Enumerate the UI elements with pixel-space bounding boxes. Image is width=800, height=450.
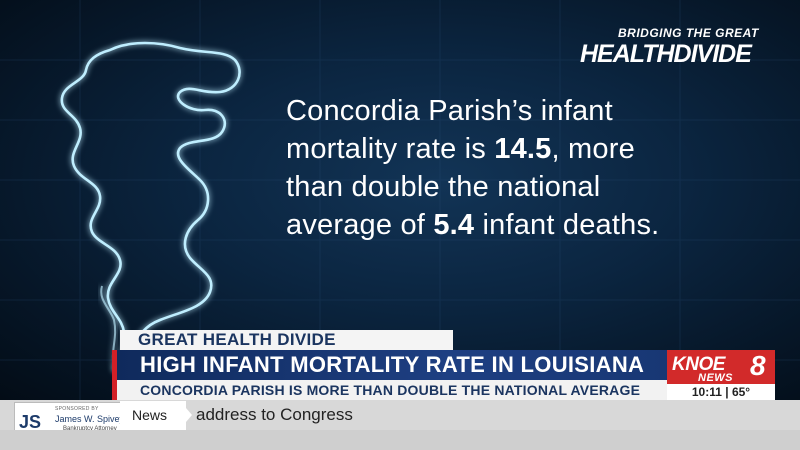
station-logo: KNOE 8 NEWS: [672, 350, 766, 384]
statement-text: average of: [286, 209, 434, 241]
statement-line-3: than double the national: [286, 171, 601, 203]
temperature: 65°: [731, 385, 751, 399]
series-logo: BRIDGING THE GREAT HEALTHDIVIDE: [580, 26, 770, 67]
series-logo-main: HEALTHDIVIDE: [580, 40, 752, 68]
statement-line-4: average of 5.4 infant deaths.: [286, 206, 756, 244]
parish-outline-map: [60, 41, 241, 372]
statement-text: mortality rate is: [286, 133, 495, 165]
sponsor-initials: JS: [19, 412, 42, 432]
national-rate-value: 5.4: [433, 209, 475, 241]
statistic-statement: Concordia Parish’s infant mortality rate…: [286, 92, 756, 244]
time-temp-bar: 10:11 | 65°: [667, 384, 775, 400]
background-grid: [0, 0, 800, 400]
statement-text: infant deaths.: [474, 209, 660, 241]
statement-line-1: Concordia Parish’s infant: [286, 95, 613, 127]
ticker-category-tab: News: [120, 401, 186, 430]
time-separator: |: [725, 385, 729, 399]
station-number: 8: [750, 350, 766, 381]
clock-time: 10:11: [691, 385, 722, 399]
headline-text: HIGH INFANT MORTALITY RATE IN LOUISIANA: [140, 352, 645, 377]
headline-bar: [112, 350, 667, 380]
statement-line-2: mortality rate is 14.5, more: [286, 130, 756, 168]
segment-tag: GREAT HEALTH DIVIDE: [120, 330, 453, 350]
series-logo-top: BRIDGING THE GREAT: [618, 26, 759, 40]
ticker-arrow-icon: [180, 401, 192, 429]
sponsor-name: James W. Spivey II: [55, 414, 132, 424]
ticker-text: address to Congress: [196, 405, 353, 424]
statement-text: , more: [551, 133, 635, 165]
bottom-strip: [0, 430, 800, 450]
parish-rate-value: 14.5: [494, 133, 552, 165]
sponsor-caption: SPONSORED BY: [55, 406, 99, 412]
station-news-label: NEWS: [698, 372, 733, 384]
subline-bar: [112, 380, 667, 400]
sponsor-title: Bankruptcy Attorney: [63, 426, 117, 432]
subline-text: CONCORDIA PARISH IS MORE THAN DOUBLE THE…: [140, 382, 641, 398]
station-name: KNOE: [672, 354, 725, 375]
